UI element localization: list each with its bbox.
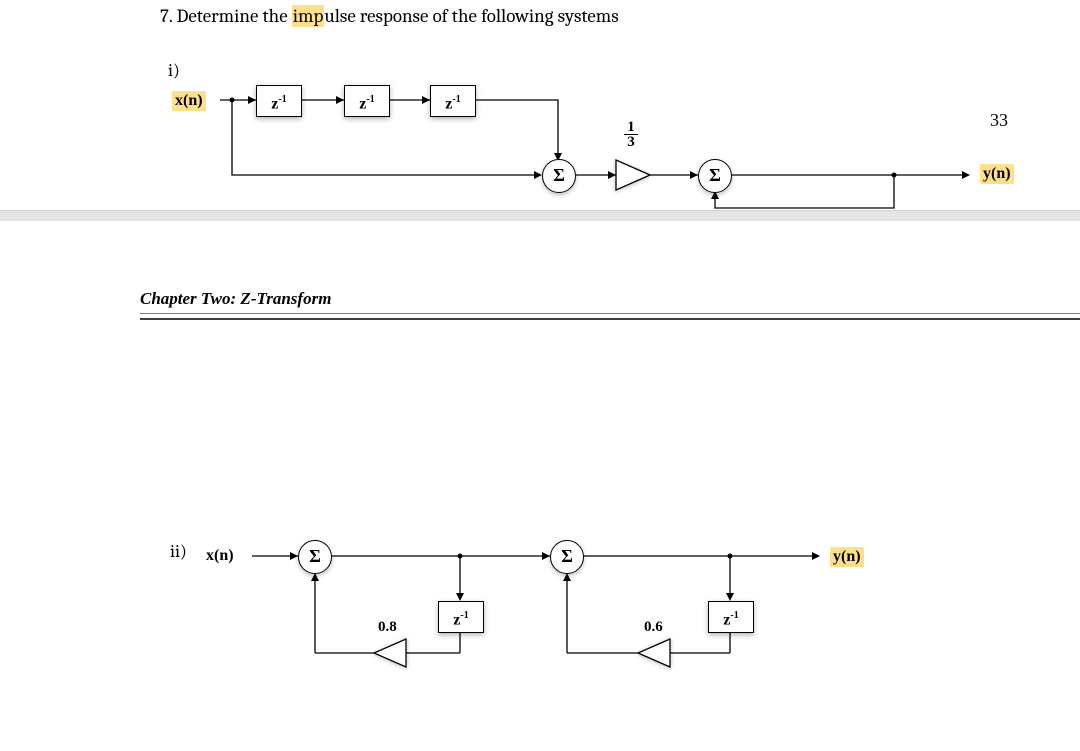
page-slice-top: 7. Determine the impulse response of the… bbox=[0, 0, 1080, 211]
delay-block-1: z-1 bbox=[256, 85, 302, 117]
gain-one-third: 13 bbox=[624, 120, 638, 150]
question-text-a: Determine the bbox=[176, 5, 291, 27]
page-slice-bottom: Chapter Two: Z-Transform ii) bbox=[0, 221, 1080, 751]
chapter-rule bbox=[140, 313, 1080, 320]
gain-0-8: 0.8 bbox=[378, 619, 397, 636]
delay-block-ii-1: z-1 bbox=[438, 601, 484, 633]
sum-node-1: Σ bbox=[542, 159, 576, 193]
question-text: 7. Determine the impulse response of the… bbox=[0, 0, 1080, 27]
diagram-ii: x(n) Σ Σ z-1 z-1 0.8 0.6 y(n) bbox=[200, 541, 920, 711]
diagram-i: x(n) z-1 z-1 z-1 Σ 13 Σ y(n) 33 bbox=[160, 80, 1030, 210]
input-label: x(n) bbox=[172, 91, 206, 111]
output-label-ii: y(n) bbox=[830, 547, 864, 567]
sum-node-2: Σ bbox=[698, 159, 732, 193]
sum-node-ii-2: Σ bbox=[550, 540, 584, 574]
gain-0-6: 0.6 bbox=[644, 619, 663, 636]
question-highlight: imp bbox=[292, 5, 325, 27]
part-ii-label: ii) bbox=[170, 541, 187, 562]
chapter-header: Chapter Two: Z-Transform bbox=[140, 289, 331, 309]
delay-block-2: z-1 bbox=[344, 85, 390, 117]
delay-block-3: z-1 bbox=[430, 85, 476, 117]
delay-block-ii-2: z-1 bbox=[708, 601, 754, 633]
page-number: 33 bbox=[990, 110, 1008, 131]
question-number: 7. bbox=[160, 5, 172, 27]
output-label: y(n) bbox=[980, 164, 1014, 184]
sum-node-ii-1: Σ bbox=[298, 540, 332, 574]
input-label-ii: x(n) bbox=[206, 547, 234, 565]
part-i-label: i) bbox=[168, 60, 180, 81]
question-text-b: ulse response of the following systems bbox=[324, 5, 618, 27]
